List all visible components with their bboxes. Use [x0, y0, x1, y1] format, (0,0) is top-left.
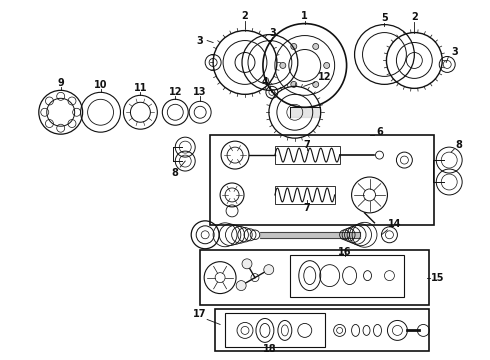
Text: 4: 4: [262, 77, 269, 87]
Bar: [225, 314, 325, 347]
Circle shape: [291, 81, 297, 87]
Bar: [275, 186, 335, 204]
Text: 8: 8: [172, 168, 179, 178]
Text: 3: 3: [197, 36, 203, 46]
Text: 2: 2: [242, 11, 248, 21]
Bar: [200, 250, 429, 305]
Text: 3: 3: [270, 28, 276, 37]
Circle shape: [291, 44, 297, 49]
Circle shape: [264, 265, 274, 275]
Circle shape: [280, 62, 286, 68]
Text: 7: 7: [303, 140, 310, 150]
Text: 6: 6: [376, 127, 383, 137]
Text: 5: 5: [381, 13, 388, 23]
Circle shape: [324, 62, 330, 68]
Text: 12: 12: [169, 87, 182, 97]
Bar: [290, 255, 404, 297]
Text: 18: 18: [263, 345, 277, 354]
Text: 2: 2: [411, 12, 417, 22]
Text: 1: 1: [301, 11, 308, 21]
Text: 8: 8: [456, 140, 463, 150]
Circle shape: [236, 280, 246, 291]
Circle shape: [242, 259, 252, 269]
Text: 16: 16: [338, 247, 351, 257]
Text: 17: 17: [194, 310, 207, 319]
Bar: [215, 310, 429, 351]
Text: 15: 15: [431, 273, 444, 283]
Bar: [275, 146, 340, 164]
Text: 10: 10: [94, 80, 107, 90]
Text: 13: 13: [194, 87, 207, 97]
Circle shape: [313, 44, 318, 49]
Text: 7: 7: [303, 203, 310, 213]
Text: 14: 14: [388, 219, 401, 229]
Text: 3: 3: [452, 48, 459, 58]
Bar: [210, 135, 434, 225]
Text: 12: 12: [318, 72, 331, 82]
Text: 11: 11: [134, 84, 147, 93]
Text: 9: 9: [57, 78, 64, 88]
Circle shape: [313, 81, 318, 87]
